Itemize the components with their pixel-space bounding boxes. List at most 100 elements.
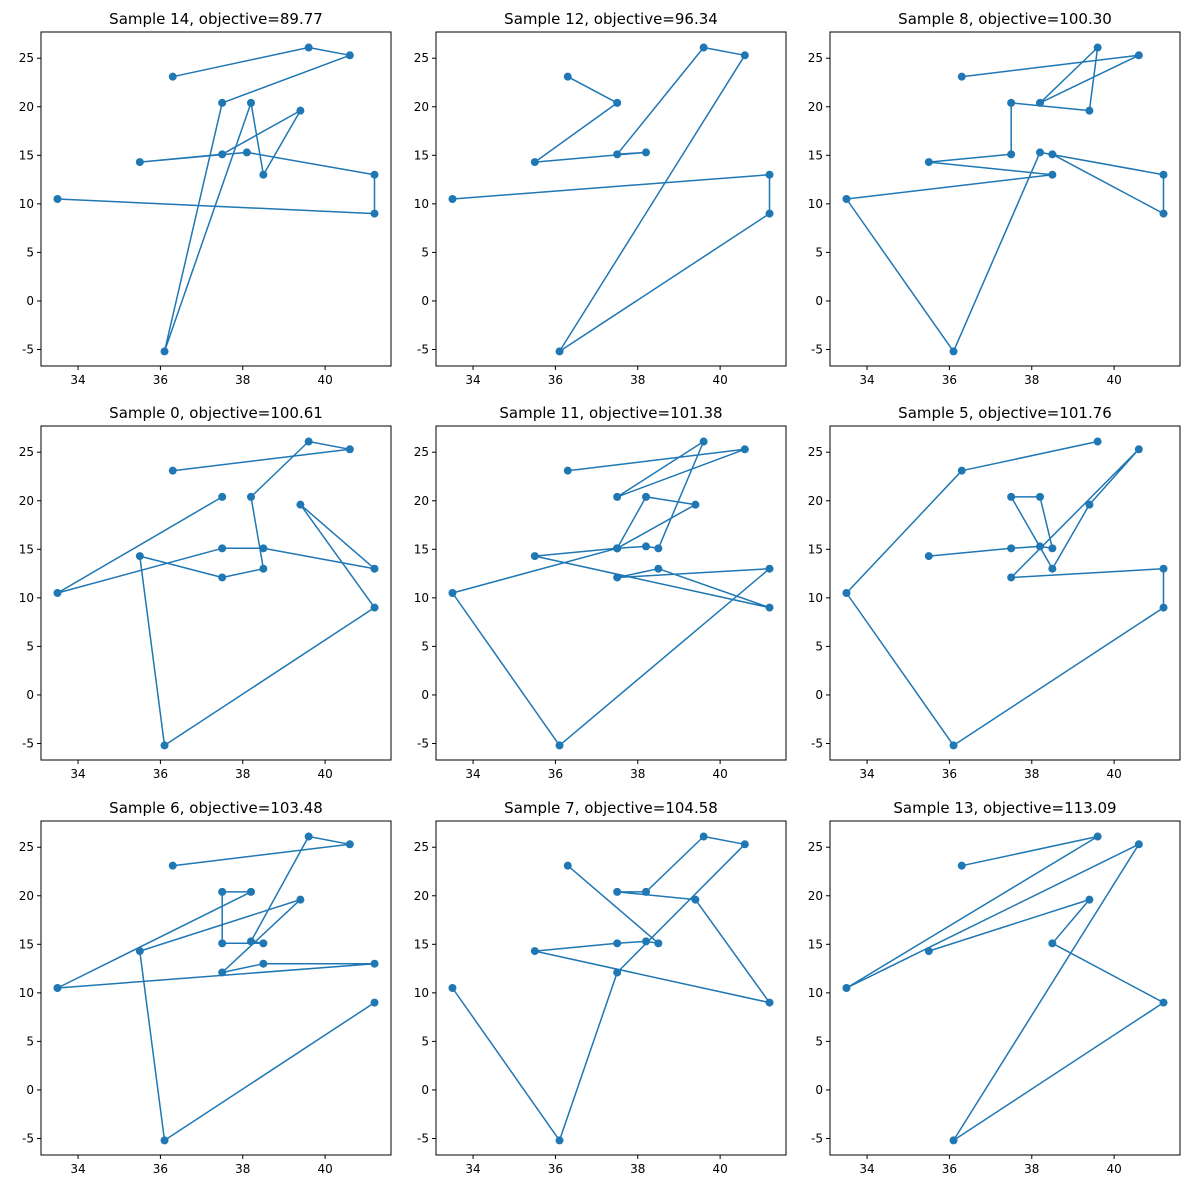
y-tick-label: 0 — [421, 688, 429, 702]
data-point — [218, 968, 227, 977]
axes-frame — [829, 425, 1181, 761]
data-point — [1048, 564, 1057, 573]
y-tick-label: -5 — [22, 342, 34, 356]
data-point — [1093, 437, 1102, 446]
data-point — [247, 937, 255, 946]
data-point — [949, 741, 958, 750]
data-point — [1093, 43, 1102, 52]
x-tick-label: 36 — [548, 767, 563, 781]
data-point — [1036, 492, 1044, 501]
data-point — [740, 840, 749, 849]
data-point — [370, 603, 379, 612]
data-point — [1085, 895, 1094, 904]
y-tick-label: 5 — [815, 245, 823, 259]
data-point — [160, 1136, 169, 1145]
y-tick-label: 10 — [19, 197, 34, 211]
data-point — [563, 72, 572, 81]
y-tick-label: 5 — [421, 1034, 429, 1048]
data-point — [370, 209, 379, 218]
data-point — [168, 466, 177, 475]
data-point — [304, 832, 313, 841]
subplot-1: Sample 12, objective=96.34 34 36 38 40 -5 0 5 10… — [414, 10, 787, 387]
data-point — [345, 445, 354, 454]
axes-frame — [40, 820, 392, 1156]
y-tick-label: 10 — [19, 986, 34, 1000]
data-point — [949, 1136, 958, 1145]
x-tick-label: 36 — [548, 373, 563, 387]
y-tick-label: 10 — [414, 591, 429, 605]
data-point — [1085, 500, 1094, 509]
subplot-0: Sample 14, objective=89.77 34 36 38 40 -5 0 5 10… — [19, 10, 392, 387]
subplot-title: Sample 12, objective=96.34 — [504, 10, 718, 28]
y-tick-label: 5 — [815, 1034, 823, 1048]
series-line — [845, 440, 1165, 747]
y-tick-label: 15 — [808, 542, 823, 556]
y-tick-label: 25 — [19, 445, 34, 459]
axes-frame — [40, 425, 392, 761]
series-line — [57, 46, 376, 353]
data-point — [842, 195, 851, 203]
y-tick-label: -5 — [22, 1131, 34, 1145]
y-tick-label: 5 — [421, 639, 429, 653]
data-point — [370, 998, 379, 1007]
y-tick-label: 0 — [421, 294, 429, 308]
y-tick-label: 5 — [26, 639, 34, 653]
data-point — [642, 937, 650, 946]
y-tick-label: 25 — [808, 840, 823, 854]
y-tick-label: -5 — [417, 1131, 429, 1145]
x-tick-label: 34 — [70, 1162, 85, 1176]
x-tick-label: 34 — [859, 767, 874, 781]
x-tick-label: 34 — [70, 373, 85, 387]
subplot-3: Sample 0, objective=100.61 34 36 38 40 -5 0 5 10… — [19, 404, 392, 781]
subplot-title: Sample 7, objective=104.58 — [504, 799, 718, 817]
data-point — [135, 947, 144, 956]
series-line — [56, 440, 376, 747]
x-tick-label: 38 — [630, 1162, 645, 1176]
y-tick-label: 20 — [19, 889, 34, 903]
y-tick-label: 15 — [808, 937, 823, 951]
data-point — [699, 832, 708, 841]
x-tick-label: 38 — [630, 373, 645, 387]
data-point — [842, 984, 851, 992]
data-point — [1036, 148, 1044, 157]
x-tick-label: 34 — [465, 373, 480, 387]
data-point — [1048, 150, 1057, 159]
y-tick-label: 25 — [19, 51, 34, 65]
y-tick-label: 25 — [808, 445, 823, 459]
y-tick-label: 25 — [414, 51, 429, 65]
data-point — [1048, 170, 1057, 179]
y-tick-label: 20 — [808, 494, 823, 508]
data-point — [613, 98, 622, 107]
x-tick-label: 40 — [712, 1162, 727, 1176]
data-point — [160, 347, 169, 356]
y-tick-label: 20 — [19, 100, 34, 114]
data-point — [924, 947, 933, 956]
x-tick-label: 38 — [630, 767, 645, 781]
y-tick-label: 15 — [414, 937, 429, 951]
y-tick-label: 20 — [414, 494, 429, 508]
x-tick-label: 40 — [317, 373, 332, 387]
y-tick-label: 10 — [808, 986, 823, 1000]
y-tick-label: 0 — [26, 1083, 34, 1097]
y-tick-label: 5 — [421, 245, 429, 259]
data-point — [699, 43, 708, 52]
data-point — [259, 564, 268, 573]
data-point — [924, 552, 933, 561]
y-tick-label: 15 — [19, 148, 34, 162]
x-tick-label: 40 — [317, 767, 332, 781]
subplot-title: Sample 13, objective=113.09 — [893, 799, 1116, 817]
data-point — [53, 984, 62, 992]
data-point — [448, 589, 457, 597]
y-tick-label: 20 — [414, 889, 429, 903]
data-point — [765, 170, 774, 179]
subplot-title: Sample 5, objective=101.76 — [898, 404, 1112, 422]
data-point — [304, 437, 313, 446]
axes-frame — [435, 31, 787, 367]
data-point — [345, 51, 354, 60]
data-point — [135, 552, 144, 561]
data-point — [699, 437, 708, 446]
x-tick-label: 36 — [942, 1162, 957, 1176]
data-point — [345, 840, 354, 849]
data-point — [924, 158, 933, 167]
subplot-7: Sample 7, objective=104.58 34 36 38 40 -5 0 5 10… — [414, 799, 787, 1176]
